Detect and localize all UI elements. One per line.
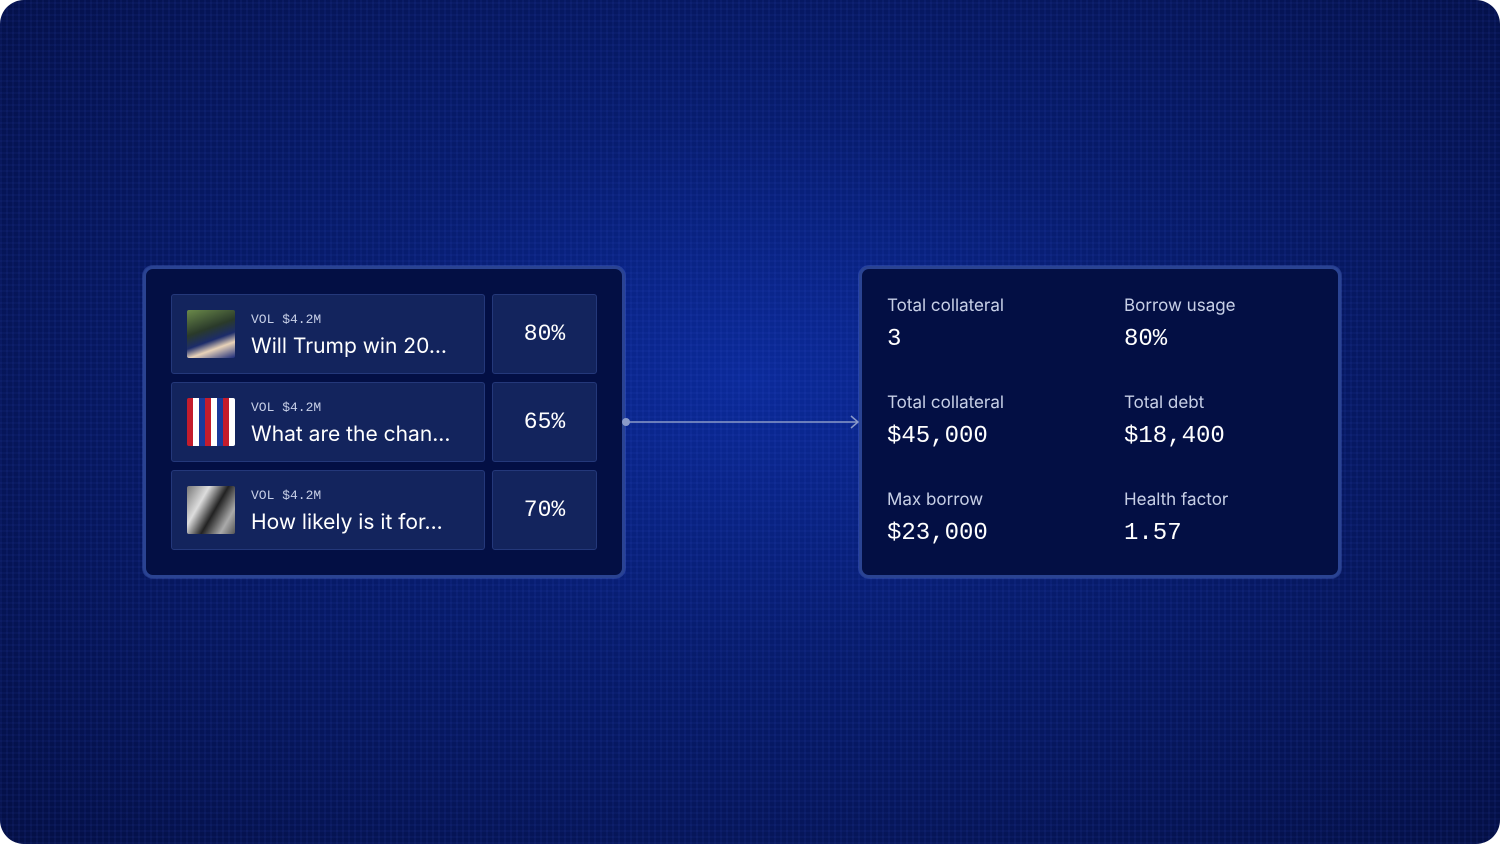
stat-value: $23,000	[887, 520, 988, 547]
stat-label: Total collateral	[887, 296, 1004, 316]
probability-card: 80%	[492, 294, 597, 374]
market-card: VOL $4.2M What are the chan...	[171, 382, 485, 462]
stats-panel: Total collateral 3 Borrow usage 80% Total co…	[859, 266, 1341, 578]
stat-label: Max borrow	[887, 490, 984, 510]
market-title: What are the chan...	[251, 422, 451, 447]
stat-label: Total debt	[1124, 393, 1205, 413]
stat-label: Borrow usage	[1124, 296, 1236, 316]
market-thumbnail	[187, 486, 235, 534]
probability: 70%	[523, 497, 566, 523]
stat-value: $18,400	[1124, 423, 1225, 450]
probability: 80%	[523, 321, 566, 347]
market-volume: VOL $4.2M	[251, 312, 322, 327]
markets-panel: VOL $4.2M Will Trump win 20... 80% VOL $4.2…	[143, 266, 625, 578]
market-title: How likely is it for...	[251, 510, 443, 535]
stat-value: 80%	[1124, 326, 1168, 353]
market-thumbnail	[187, 398, 235, 446]
probability-card: 70%	[492, 470, 597, 550]
stat-label: Total collateral	[887, 393, 1004, 413]
stat-value: $45,000	[887, 423, 988, 450]
probability-card: 65%	[492, 382, 597, 462]
market-card: VOL $4.2M How likely is it for...	[171, 470, 485, 550]
market-title: Will Trump win 20...	[251, 334, 447, 359]
market-volume: VOL $4.2M	[251, 488, 322, 503]
market-thumbnail	[187, 310, 235, 358]
stat-value: 1.57	[1124, 520, 1182, 547]
market-volume: VOL $4.2M	[251, 400, 322, 415]
stat-value: 3	[887, 326, 902, 353]
market-card: VOL $4.2M Will Trump win 20...	[171, 294, 485, 374]
stat-label: Health factor	[1124, 490, 1229, 510]
probability: 65%	[523, 409, 566, 435]
